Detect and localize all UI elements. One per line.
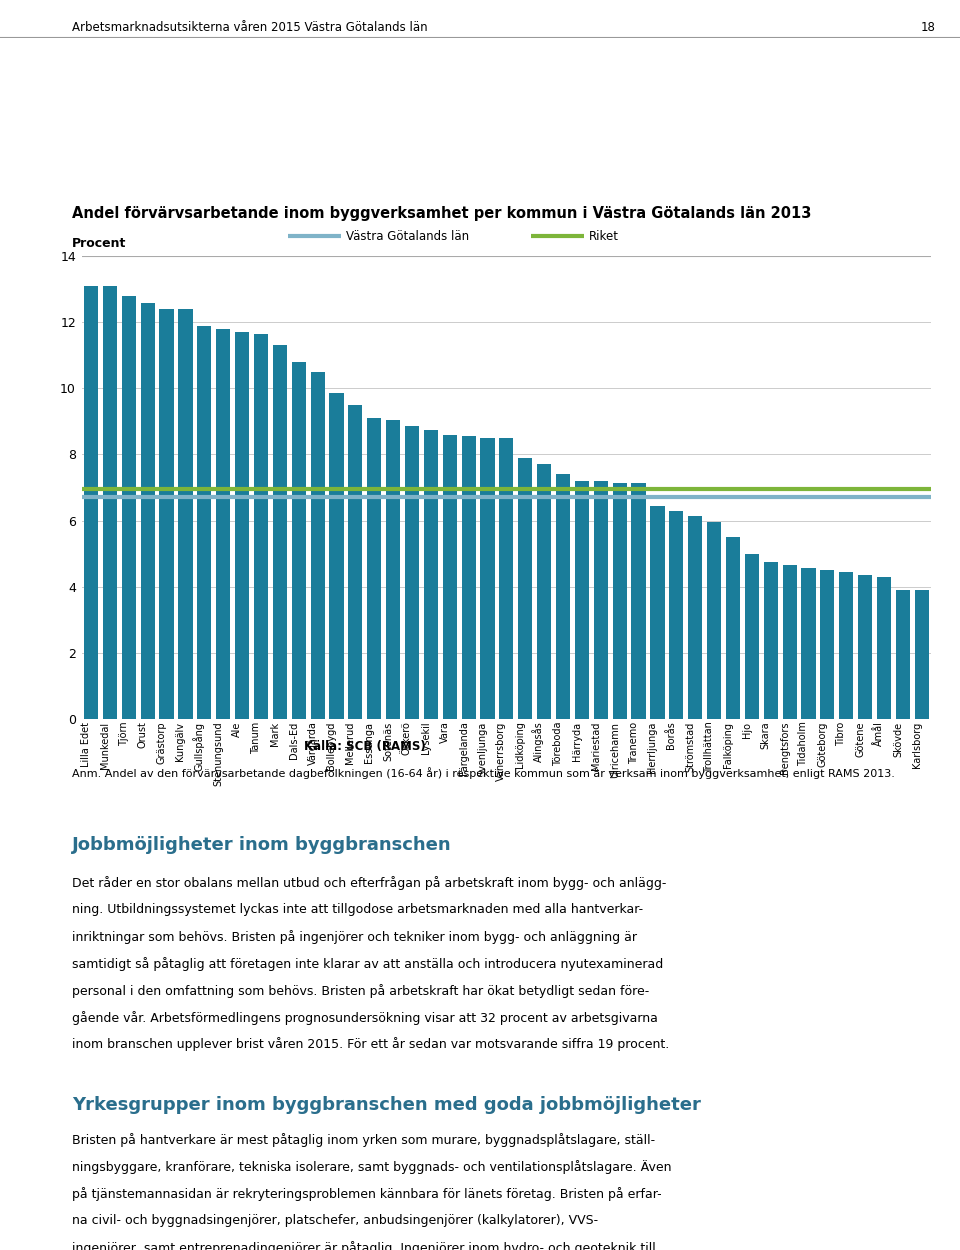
Text: 18: 18 bbox=[922, 21, 936, 34]
Bar bbox=[915, 590, 929, 719]
Bar bbox=[235, 332, 250, 719]
Bar bbox=[612, 482, 627, 719]
Text: Källa: SCB (RAMS): Källa: SCB (RAMS) bbox=[304, 740, 425, 752]
Text: på tjänstemannasidan är rekryteringsproblemen kännbara för länets företag. Brist: på tjänstemannasidan är rekryteringsprob… bbox=[72, 1188, 661, 1201]
Bar bbox=[499, 438, 514, 719]
Bar bbox=[650, 506, 664, 719]
Text: Bristen på hantverkare är mest påtaglig inom yrken som murare, byggnadsplåtslaga: Bristen på hantverkare är mest påtaglig … bbox=[72, 1134, 655, 1148]
Bar bbox=[329, 394, 344, 719]
Text: samtidigt så påtaglig att företagen inte klarar av att anställa och introducera : samtidigt så påtaglig att företagen inte… bbox=[72, 958, 663, 971]
Text: inom branschen upplever brist våren 2015. För ett år sedan var motsvarande siffr: inom branschen upplever brist våren 2015… bbox=[72, 1038, 669, 1051]
Text: Anm. Andel av den förvärvsarbetande dagbefolkningen (16-64 år) i respektive komm: Anm. Andel av den förvärvsarbetande dagb… bbox=[72, 768, 895, 780]
Text: Det råder en stor obalans mellan utbud och efterfrågan på arbetskraft inom bygg-: Det råder en stor obalans mellan utbud o… bbox=[72, 876, 666, 890]
Bar bbox=[386, 420, 400, 719]
Text: Västra Götalands län: Västra Götalands län bbox=[347, 230, 469, 242]
Bar bbox=[273, 345, 287, 719]
Text: Jobbmöjligheter inom byggbranschen: Jobbmöjligheter inom byggbranschen bbox=[72, 836, 451, 854]
Bar bbox=[839, 571, 853, 719]
Bar bbox=[310, 372, 324, 719]
Bar bbox=[782, 565, 797, 719]
Bar bbox=[159, 309, 174, 719]
Text: Procent: Procent bbox=[72, 238, 127, 250]
Bar bbox=[669, 510, 684, 719]
Bar bbox=[745, 554, 759, 719]
Bar bbox=[575, 481, 589, 719]
Text: ningsbyggare, kranförare, tekniska isolerare, samt byggnads- och ventilationsplå: ningsbyggare, kranförare, tekniska isole… bbox=[72, 1160, 671, 1174]
Bar bbox=[820, 570, 834, 719]
Bar bbox=[802, 569, 816, 719]
Bar bbox=[462, 436, 476, 719]
Bar bbox=[292, 362, 306, 719]
Bar bbox=[405, 426, 420, 719]
Text: Arbetsmarknadsutsikterna våren 2015 Västra Götalands län: Arbetsmarknadsutsikterna våren 2015 Väst… bbox=[72, 21, 427, 34]
Bar bbox=[443, 435, 457, 719]
Bar bbox=[537, 464, 551, 719]
Text: personal i den omfattning som behövs. Bristen på arbetskraft har ökat betydligt : personal i den omfattning som behövs. Br… bbox=[72, 984, 649, 998]
Bar bbox=[140, 302, 155, 719]
Bar bbox=[216, 329, 230, 719]
Bar bbox=[122, 296, 136, 719]
Bar bbox=[253, 334, 268, 719]
Bar bbox=[858, 575, 873, 719]
Bar bbox=[518, 458, 533, 719]
Bar bbox=[367, 418, 381, 719]
Text: inriktningar som behövs. Bristen på ingenjörer och tekniker inom bygg- och anläg: inriktningar som behövs. Bristen på inge… bbox=[72, 930, 637, 944]
Text: gående vår. Arbetsförmedlingens prognosundersökning visar att 32 procent av arbe: gående vår. Arbetsförmedlingens prognosu… bbox=[72, 1011, 658, 1025]
Bar bbox=[103, 286, 117, 719]
Bar bbox=[876, 576, 891, 719]
Bar bbox=[179, 309, 193, 719]
Bar bbox=[726, 538, 740, 719]
Text: ning. Utbildningssystemet lyckas inte att tillgodose arbetsmarknaden med alla ha: ning. Utbildningssystemet lyckas inte at… bbox=[72, 904, 643, 916]
Bar bbox=[632, 482, 646, 719]
Bar bbox=[556, 474, 570, 719]
Bar bbox=[763, 561, 778, 719]
Text: Yrkesgrupper inom byggbranschen med goda jobbmöjligheter: Yrkesgrupper inom byggbranschen med goda… bbox=[72, 1095, 701, 1114]
Bar bbox=[423, 430, 438, 719]
Bar bbox=[593, 481, 608, 719]
Bar bbox=[348, 405, 363, 719]
Text: Andel förvärvsarbetande inom byggverksamhet per kommun i Västra Götalands län 20: Andel förvärvsarbetande inom byggverksam… bbox=[72, 206, 811, 221]
Text: Riket: Riket bbox=[589, 230, 619, 242]
Text: na civil- och byggnadsingenjörer, platschefer, anbudsingenjörer (kalkylatorer), : na civil- och byggnadsingenjörer, platsc… bbox=[72, 1214, 598, 1226]
Bar bbox=[197, 325, 211, 719]
Bar bbox=[480, 438, 494, 719]
Bar bbox=[707, 522, 721, 719]
Bar bbox=[84, 286, 98, 719]
Text: ingenjörer, samt entreprenadingenjörer är påtaglig. Ingenjörer inom hydro- och g: ingenjörer, samt entreprenadingenjörer ä… bbox=[72, 1240, 656, 1250]
Bar bbox=[688, 515, 703, 719]
Bar bbox=[896, 590, 910, 719]
